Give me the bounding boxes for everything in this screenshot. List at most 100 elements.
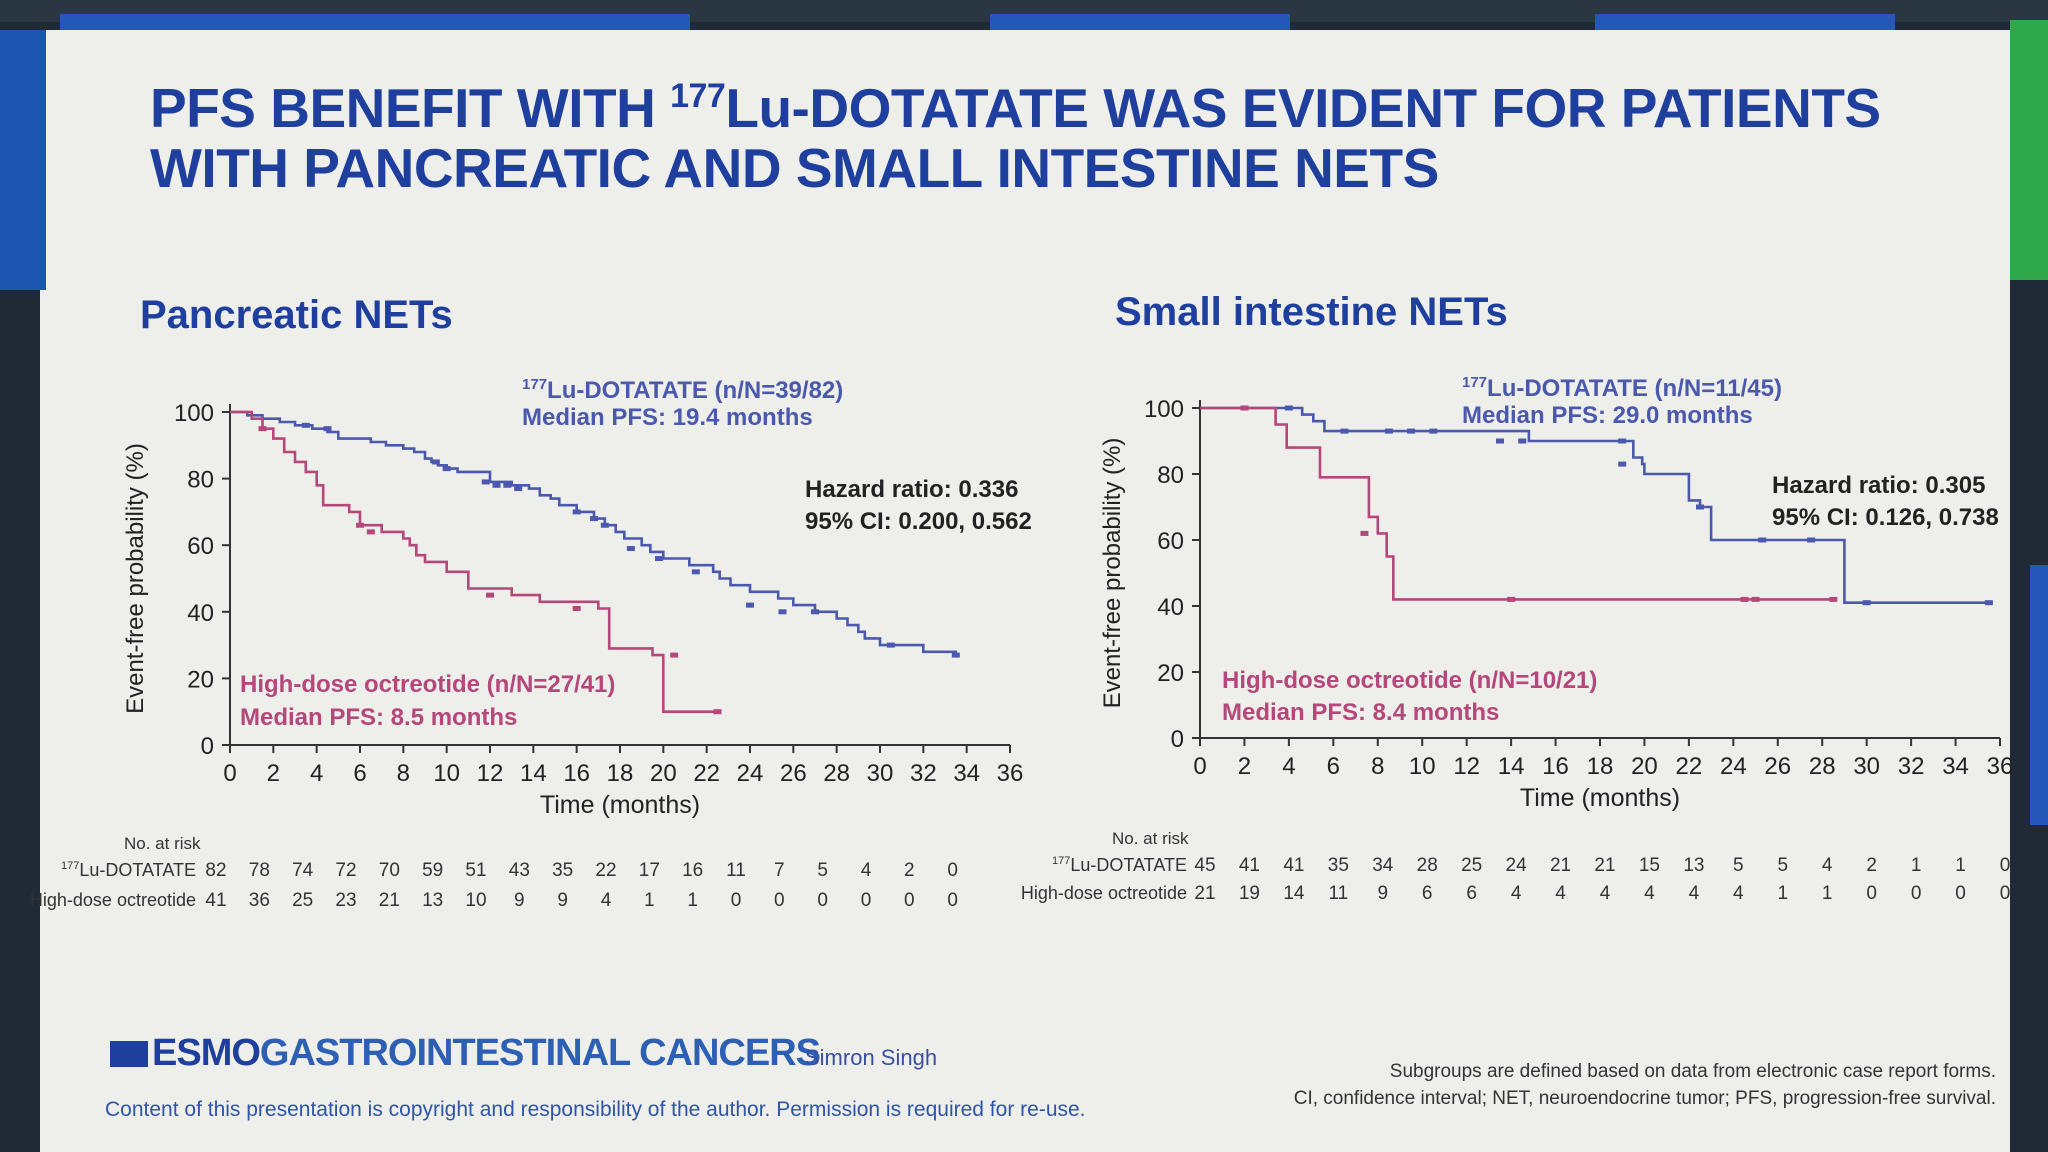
risk-count: 21 bbox=[379, 890, 400, 911]
x-tick-label: 34 bbox=[953, 760, 980, 787]
y-axis-label: Event-free probability (%) bbox=[122, 443, 149, 714]
esmo-logo: ESMO GASTROINTESTINAL CANCERS bbox=[110, 1032, 821, 1075]
slide-title-line-2: WITH PANCREATIC AND SMALL INTESTINE NETS bbox=[150, 137, 1439, 199]
risk-count: 4 bbox=[1600, 883, 1611, 904]
risk-count: 21 bbox=[1550, 855, 1571, 876]
risk-count: 9 bbox=[514, 890, 525, 911]
median-pfs-octreotide: Median PFS: 8.4 months bbox=[1222, 699, 1499, 726]
risk-count: 41 bbox=[205, 890, 226, 911]
y-tick-label: 0 bbox=[1171, 726, 1184, 753]
x-tick-label: 36 bbox=[1987, 753, 2014, 780]
risk-count: 4 bbox=[1733, 883, 1744, 904]
x-tick-label: 14 bbox=[1498, 753, 1525, 780]
legend-lu-dotatate: 177Lu-DOTATATE (n/N=11/45) bbox=[1462, 374, 1782, 402]
x-tick-label: 18 bbox=[607, 760, 634, 787]
x-tick-label: 22 bbox=[1676, 753, 1703, 780]
risk-table-header: No. at risk bbox=[124, 834, 201, 853]
risk-count: 35 bbox=[552, 860, 573, 881]
x-tick-label: 28 bbox=[823, 760, 850, 787]
median-pfs-lu: Median PFS: 19.4 months bbox=[522, 404, 813, 431]
risk-count: 19 bbox=[1239, 883, 1260, 904]
risk-count: 15 bbox=[1639, 855, 1660, 876]
risk-row-label-lu: 177Lu-DOTATATE bbox=[61, 860, 196, 880]
slide-title-line-1: PFS BENEFIT WITH 177Lu-DOTATATE WAS EVID… bbox=[150, 78, 1950, 138]
risk-count: 4 bbox=[1555, 883, 1566, 904]
risk-count: 0 bbox=[731, 890, 742, 911]
x-tick-label: 24 bbox=[1720, 753, 1747, 780]
risk-count: 36 bbox=[249, 890, 270, 911]
x-tick-label: 18 bbox=[1587, 753, 1614, 780]
y-tick-label: 100 bbox=[174, 400, 214, 427]
logo-text-esmo: ESMO bbox=[152, 1032, 261, 1074]
risk-count: 51 bbox=[465, 860, 486, 881]
risk-count: 25 bbox=[1461, 855, 1482, 876]
risk-count: 17 bbox=[639, 860, 660, 881]
risk-count: 24 bbox=[1506, 855, 1528, 876]
y-tick-label: 60 bbox=[1157, 528, 1184, 555]
risk-count: 0 bbox=[947, 860, 958, 881]
x-tick-label: 10 bbox=[1409, 753, 1436, 780]
risk-count: 9 bbox=[557, 890, 568, 911]
risk-count: 4 bbox=[1822, 855, 1833, 876]
median-pfs-lu: Median PFS: 29.0 months bbox=[1462, 402, 1753, 429]
x-tick-label: 4 bbox=[310, 760, 323, 787]
y-axis-label: Event-free probability (%) bbox=[1099, 438, 1126, 709]
risk-count: 1 bbox=[644, 890, 655, 911]
risk-row-label-octreotide: High-dose octreotide bbox=[30, 890, 196, 910]
author-name: Simron Singh bbox=[805, 1045, 938, 1070]
risk-count: 0 bbox=[2000, 883, 2011, 904]
risk-count: 4 bbox=[1644, 883, 1655, 904]
risk-table-header: No. at risk bbox=[1112, 829, 1189, 848]
risk-count: 35 bbox=[1328, 855, 1349, 876]
risk-count: 10 bbox=[465, 890, 486, 911]
risk-count: 0 bbox=[1866, 883, 1877, 904]
logo-text-gi: GASTROINTESTINAL CANCERS bbox=[259, 1032, 821, 1074]
risk-count: 72 bbox=[335, 860, 356, 881]
x-tick-label: 6 bbox=[1327, 753, 1340, 780]
x-tick-label: 8 bbox=[397, 760, 410, 787]
risk-count: 13 bbox=[422, 890, 443, 911]
slide-background bbox=[40, 30, 2010, 1152]
x-tick-label: 2 bbox=[267, 760, 280, 787]
confidence-interval: 95% CI: 0.126, 0.738 bbox=[1772, 504, 1999, 531]
risk-count: 7 bbox=[774, 860, 785, 881]
risk-count: 5 bbox=[1733, 855, 1744, 876]
copyright-notice: Content of this presentation is copyrigh… bbox=[105, 1098, 1086, 1121]
x-tick-label: 12 bbox=[1453, 753, 1480, 780]
x-tick-label: 26 bbox=[780, 760, 807, 787]
x-tick-label: 8 bbox=[1371, 753, 1384, 780]
title-text: Lu-DOTATATE WAS EVIDENT FOR PATIENTS bbox=[725, 77, 1881, 139]
legend-octreotide: High-dose octreotide (n/N=27/41) bbox=[240, 671, 615, 698]
x-axis-label: Time (months) bbox=[540, 791, 700, 819]
x-tick-label: 24 bbox=[737, 760, 764, 787]
x-tick-label: 26 bbox=[1764, 753, 1791, 780]
risk-count: 0 bbox=[1911, 883, 1922, 904]
x-tick-label: 2 bbox=[1238, 753, 1251, 780]
risk-count: 43 bbox=[509, 860, 530, 881]
risk-count: 45 bbox=[1194, 855, 1215, 876]
x-tick-label: 30 bbox=[867, 760, 894, 787]
x-tick-label: 22 bbox=[693, 760, 720, 787]
risk-count: 34 bbox=[1372, 855, 1394, 876]
x-tick-label: 14 bbox=[520, 760, 547, 787]
slide-right-blue-decoration bbox=[2030, 565, 2048, 825]
risk-count: 4 bbox=[1511, 883, 1522, 904]
risk-row-label-octreotide: High-dose octreotide bbox=[1021, 883, 1187, 903]
y-tick-label: 0 bbox=[201, 733, 214, 760]
x-tick-label: 28 bbox=[1809, 753, 1836, 780]
risk-count: 41 bbox=[1239, 855, 1260, 876]
risk-count: 4 bbox=[601, 890, 612, 911]
risk-count: 1 bbox=[1955, 855, 1966, 876]
y-tick-label: 20 bbox=[1157, 660, 1184, 687]
risk-count: 4 bbox=[861, 860, 872, 881]
risk-count: 0 bbox=[861, 890, 872, 911]
risk-count: 0 bbox=[947, 890, 958, 911]
risk-count: 41 bbox=[1283, 855, 1304, 876]
y-tick-label: 80 bbox=[1157, 462, 1184, 489]
slide-left-decoration bbox=[0, 30, 46, 290]
risk-count: 25 bbox=[292, 890, 313, 911]
risk-count: 59 bbox=[422, 860, 443, 881]
risk-count: 74 bbox=[292, 860, 314, 881]
footnote-subgroups: Subgroups are defined based on data from… bbox=[1389, 1061, 1996, 1082]
km-curve-octreotide bbox=[230, 410, 718, 713]
